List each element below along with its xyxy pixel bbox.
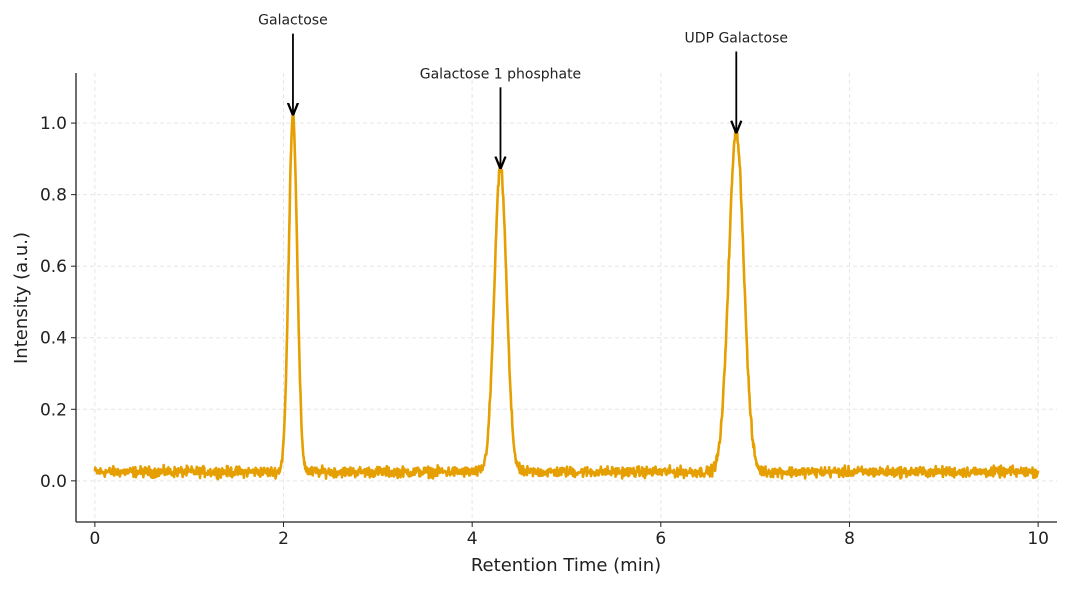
x-tick-label: 2 [278,529,289,549]
x-tick-label: 4 [467,529,478,549]
x-tick-label: 8 [844,529,855,549]
y-tick-label: 0.8 [40,186,67,206]
y-tick-label: 0.0 [40,472,67,492]
series [93,112,1040,481]
peak-annotation-label: Galactose [258,13,328,29]
x-axis-label: Retention Time (min) [471,555,661,576]
axes: 0 2 4 6 8 10 0.0 0.2 0.4 0.6 0.8 1.0 [40,73,1057,549]
x-tick-label: 10 [1027,529,1049,549]
peak-annotation-label: UDP Galactose [685,31,788,47]
annotations: Galactose Galactose 1 phosphate UDP Galact… [258,13,788,168]
y-axis-label: Intensity (a.u.) [11,232,32,364]
y-tick-label: 1.0 [40,114,67,134]
peak-annotation-label: Galactose 1 phosphate [420,66,581,82]
x-tick-label: 0 [89,529,100,549]
chromatogram-line [93,112,1040,481]
x-tick-label: 6 [655,529,666,549]
grid [76,73,1057,522]
y-tick-label: 0.4 [40,329,67,349]
y-tick-label: 0.2 [40,400,67,420]
y-tick-label: 0.6 [40,257,67,277]
